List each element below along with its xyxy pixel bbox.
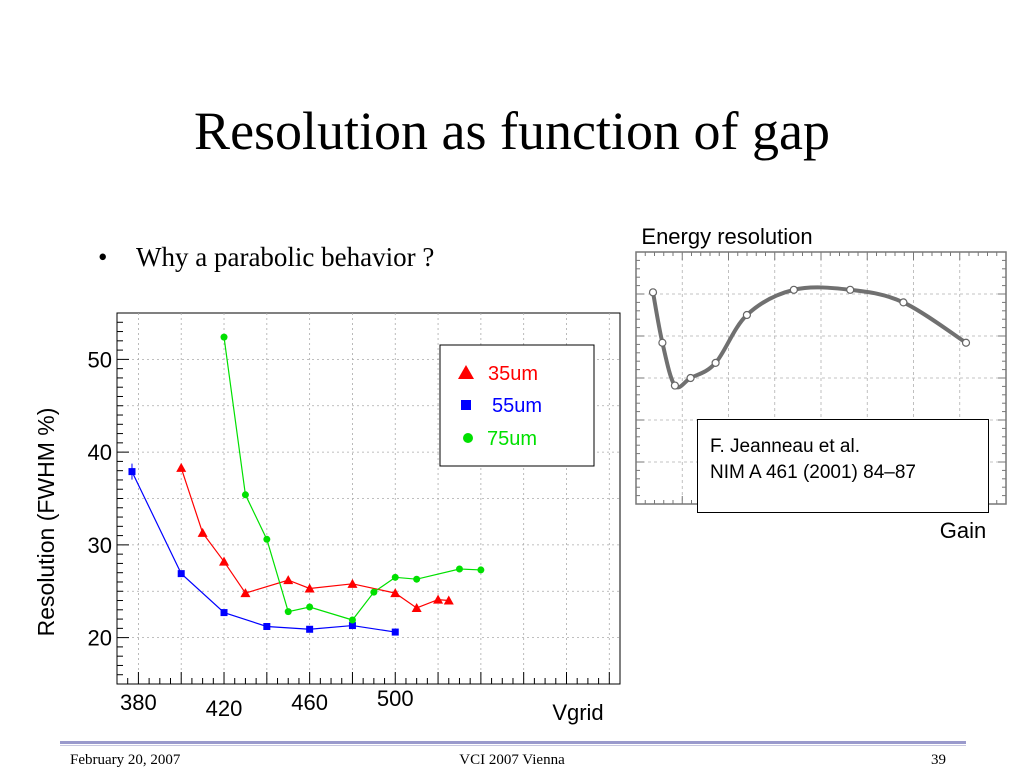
data-point-55um (220, 609, 228, 617)
legend-marker-75um (463, 433, 473, 443)
data-point-75um (413, 575, 421, 583)
inset-data-point (846, 285, 855, 294)
y-tick-label: 20 (88, 626, 112, 651)
data-point-75um (284, 608, 292, 616)
data-point-75um (263, 535, 271, 543)
inset-title: Energy resolution (641, 224, 812, 249)
x-tick-label: 500 (377, 686, 414, 711)
data-point-35um (443, 595, 454, 605)
data-point-35um (433, 594, 444, 604)
inset-data-point (711, 358, 720, 367)
legend-label-75um: 75um (487, 428, 537, 450)
data-point-55um (263, 622, 271, 630)
legend-label-55um: 55um (492, 395, 542, 417)
footer-event: VCI 2007 Vienna (459, 752, 565, 768)
y-axis-label: Resolution (FWHM %) (33, 408, 59, 637)
data-point-35um (240, 588, 251, 598)
inset-data-point (670, 381, 680, 390)
inset-data-point (648, 288, 658, 297)
x-tick-label: 420 (206, 696, 243, 721)
y-tick-label: 30 (88, 533, 112, 558)
inset-data-point (658, 338, 667, 347)
data-point-55um (391, 628, 399, 636)
inset-curve-line (651, 285, 968, 390)
data-point-35um (411, 602, 422, 612)
footer-divider-thin (60, 745, 966, 746)
data-point-35um (304, 583, 315, 593)
footer-date: February 20, 2007 (70, 752, 181, 768)
x-tick-label: 380 (120, 690, 157, 715)
y-tick-label: 40 (88, 440, 112, 465)
data-point-75um (477, 566, 485, 574)
data-point-55um (348, 622, 356, 630)
citation-box: F. Jeanneau et al. NIM A 461 (2001) 84–8… (697, 419, 989, 513)
x-axis-label: Vgrid (552, 700, 603, 725)
inset-x-label: Gain (940, 518, 986, 543)
legend-marker-35um (458, 365, 474, 379)
slide-title: Resolution as function of gap (194, 101, 830, 161)
bullet-dot-icon: • (98, 242, 108, 272)
footer-divider (60, 741, 966, 744)
y-tick-label: 50 (88, 347, 112, 372)
data-point-75um (220, 333, 228, 341)
inset-data-point (742, 310, 752, 320)
data-point-75um (455, 565, 463, 573)
inset-data-point (686, 373, 695, 383)
inset-data-point (789, 285, 798, 294)
data-point-75um (306, 603, 314, 611)
data-point-35um (347, 578, 358, 588)
citation-reference: NIM A 461 (2001) 84–87 (710, 462, 916, 483)
citation-authors: F. Jeanneau et al. (710, 436, 860, 457)
inset-data-point (961, 338, 971, 347)
inset-data-point (899, 298, 908, 307)
data-point-35um (219, 556, 230, 566)
data-point-35um (390, 588, 401, 598)
data-point-75um (370, 588, 378, 596)
data-point-35um (176, 462, 187, 472)
data-point-35um (197, 527, 208, 537)
legend-label-35um: 35um (488, 363, 538, 385)
legend-marker-55um (461, 400, 471, 410)
bullet-item: • Why a parabolic behavior ? (98, 242, 434, 273)
data-point-35um (283, 575, 294, 585)
data-point-55um (306, 625, 314, 633)
bullet-text: Why a parabolic behavior ? (136, 242, 435, 272)
footer-page-number: 39 (931, 752, 946, 768)
data-point-75um (391, 573, 399, 581)
data-point-75um (348, 616, 356, 624)
data-point-55um (177, 570, 185, 578)
data-point-75um (241, 491, 249, 499)
x-tick-label: 460 (291, 690, 328, 715)
